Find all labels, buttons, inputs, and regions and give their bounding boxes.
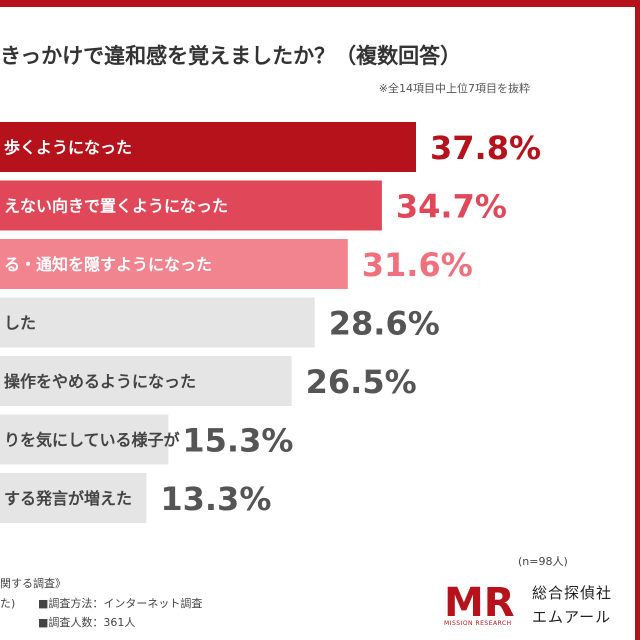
- bar-7: [0, 473, 147, 523]
- bar-chart: 歩くようになった 37.8% えない向きで置くようになった 34.7% る・通知を隠すよ…: [0, 122, 541, 523]
- value-label-1: 37.8%: [430, 129, 541, 167]
- company-name: 総合探偵社: [532, 584, 613, 602]
- survey-method: ■調査方法：インターネット調査: [38, 597, 203, 610]
- method-prefix: た): [0, 597, 16, 610]
- chart-note: ※全14項目中上位7項目を抜粋: [378, 82, 530, 95]
- survey-count: ■調査人数：361人: [38, 616, 136, 629]
- bar-label-6: りを気にしている様子が: [4, 431, 180, 450]
- value-label-5: 26.5%: [306, 363, 417, 401]
- logo-letters: MR: [444, 580, 515, 626]
- bar-2: [0, 180, 382, 231]
- bar-5: [0, 356, 292, 406]
- value-label-7: 13.3%: [160, 480, 271, 518]
- bar-1: [0, 122, 416, 172]
- value-label-4: 28.6%: [329, 305, 440, 343]
- value-label-3: 31.6%: [362, 246, 473, 284]
- bar-3: [0, 239, 348, 289]
- bar-6: [0, 414, 169, 465]
- bar-label-5: 操作をやめるようになった: [4, 372, 196, 391]
- bar-label-2: えない向きで置くようになった: [4, 197, 228, 216]
- brand-logo: MR: [444, 580, 515, 626]
- bar-4: [0, 297, 315, 348]
- company-subname: エムアール: [532, 608, 612, 626]
- bar-label-4: した: [4, 314, 36, 333]
- bar-label-3: る・通知を隠すようになった: [4, 255, 212, 274]
- bar-label-7: する発言が増えた: [4, 489, 132, 508]
- value-label-6: 15.3%: [182, 422, 293, 460]
- sample-size-note: (n=98人): [518, 555, 568, 568]
- brand-english: MISSION RESEARCH: [444, 620, 512, 627]
- top-border: [0, 0, 640, 7]
- survey-title: 関する調査》: [0, 577, 66, 590]
- value-label-2: 34.7%: [396, 188, 507, 226]
- chart-title: きっかけで違和感を覚えましたか？（複数回答）: [0, 44, 462, 68]
- right-border: [635, 0, 640, 640]
- bar-label-1: 歩くようになった: [4, 138, 132, 157]
